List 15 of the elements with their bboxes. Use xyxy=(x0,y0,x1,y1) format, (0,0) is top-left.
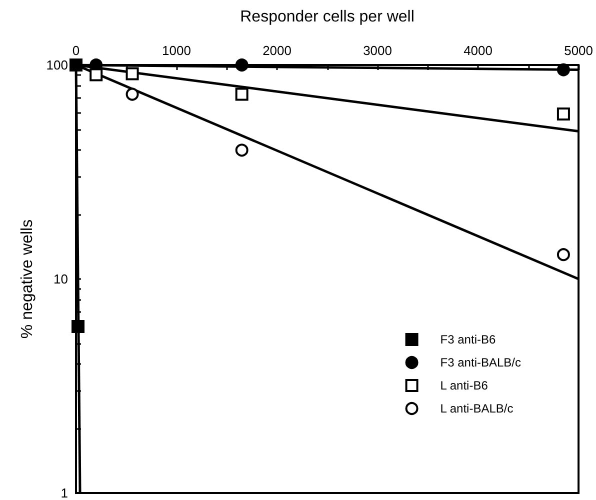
legend-label: L anti-BALB/c xyxy=(440,402,514,416)
legend-label: L anti-B6 xyxy=(440,378,488,392)
legend-label: F3 anti-BALB/c xyxy=(440,356,521,370)
x-tick-label: 2000 xyxy=(262,43,292,58)
y-tick-label: 100 xyxy=(46,58,68,72)
y-tick-label: 1 xyxy=(60,486,68,500)
x-tick-label: 1000 xyxy=(162,43,191,58)
x-tick-label: 3000 xyxy=(363,43,392,58)
legend-label: F3 anti-B6 xyxy=(440,332,496,346)
x-tick-label: 4000 xyxy=(464,43,492,58)
y-tick-label: 10 xyxy=(54,272,68,286)
x-tick-label: 5000 xyxy=(564,43,593,58)
x-tick-label: 0 xyxy=(72,43,80,58)
x-axis-title: Responder cells per well xyxy=(240,8,414,26)
y-axis-title: % negative wells xyxy=(18,219,36,339)
